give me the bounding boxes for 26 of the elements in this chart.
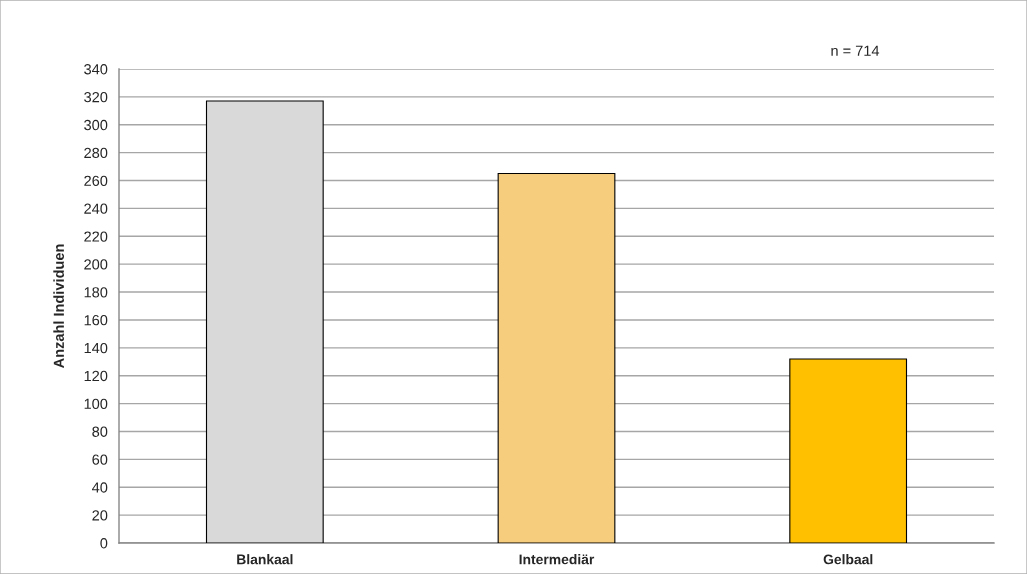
y-tick-label: 60	[92, 454, 108, 465]
text: n = 714	[831, 45, 880, 56]
x-tick-label: Gelbaal	[823, 554, 873, 565]
x-tick-label: Intermediär	[519, 554, 595, 565]
y-tick-label: 40	[92, 482, 108, 493]
bar	[789, 358, 908, 543]
y-tick-label: 140	[84, 342, 108, 354]
y-tick-label: 280	[84, 147, 108, 159]
y-tick-label: 300	[84, 119, 108, 131]
y-tick-label: 340	[84, 64, 108, 75]
y-tick-label: 200	[84, 259, 108, 270]
y-tick-label: 240	[84, 203, 108, 214]
bar	[205, 100, 324, 543]
y-tick-label: 80	[92, 426, 108, 437]
y-tick-label: 180	[84, 287, 108, 298]
y-tick-label: 220	[84, 231, 108, 242]
y-tick-label: 120	[84, 370, 108, 382]
y-tick-label: 260	[84, 175, 108, 186]
y-tick-label: 100	[84, 398, 108, 410]
y-tick-label: 320	[84, 91, 108, 103]
y-tick-label: 20	[92, 510, 108, 521]
bar	[497, 173, 616, 543]
y-tick-label: 160	[84, 315, 108, 326]
x-tick-label: Blankaal	[237, 554, 293, 565]
y-tick-label: 0	[100, 538, 108, 549]
y-axis-title: Anzahl Individuen	[53, 244, 65, 369]
